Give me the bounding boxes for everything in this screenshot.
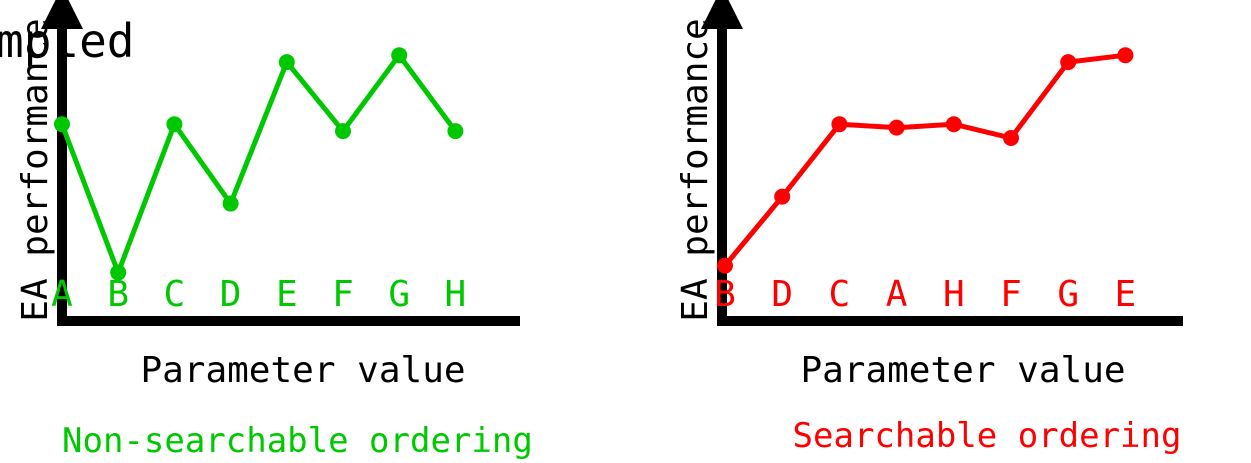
data-point xyxy=(1060,54,1077,71)
series-line xyxy=(59,52,458,276)
x-tick-label: C xyxy=(164,274,186,315)
x-tick-label: F xyxy=(1000,274,1022,315)
data-point xyxy=(335,123,351,140)
x-axis-label: Parameter value xyxy=(800,350,1125,391)
data-point xyxy=(278,54,295,71)
data-point xyxy=(888,119,905,136)
y-axis-label: EA performance xyxy=(675,18,716,321)
data-point xyxy=(774,188,791,205)
x-tick-label: E xyxy=(276,274,298,315)
x-tick-label: A xyxy=(886,274,908,315)
data-point xyxy=(717,257,733,274)
data-point xyxy=(222,195,239,212)
x-tick-label: F xyxy=(332,274,354,315)
data-point xyxy=(447,123,464,140)
x-tick-label: A xyxy=(51,274,73,315)
x-tick-label: B xyxy=(107,274,129,315)
data-point xyxy=(110,264,127,281)
x-tick-label: D xyxy=(771,274,793,315)
overlay-text: mpled xyxy=(0,14,135,68)
data-point xyxy=(391,47,408,64)
x-tick-label: H xyxy=(445,274,467,315)
x-tick-label: H xyxy=(943,274,965,315)
data-point xyxy=(1003,130,1019,146)
data-point xyxy=(54,116,70,133)
x-tick-label: C xyxy=(829,274,851,315)
data-point xyxy=(1117,47,1134,64)
x-tick-label: G xyxy=(1057,274,1079,315)
chart-searchable: EA performance Parameter value Searchabl… xyxy=(675,0,1183,456)
data-point xyxy=(831,116,848,133)
caption: Non-searchable ordering xyxy=(62,421,533,461)
chart-non-searchable: EA performance Parameter value Non-searc… xyxy=(15,0,533,461)
series-line xyxy=(723,52,1126,268)
y-axis-label: EA performance xyxy=(15,18,56,321)
x-tick-label: B xyxy=(714,274,736,315)
x-tick-label: E xyxy=(1115,274,1137,315)
x-tick-label: G xyxy=(388,274,410,315)
data-point xyxy=(945,116,962,133)
x-axis-label: Parameter value xyxy=(140,350,465,391)
caption: Searchable ordering xyxy=(793,416,1182,456)
data-point xyxy=(166,116,183,133)
x-tick-label: D xyxy=(220,274,242,315)
